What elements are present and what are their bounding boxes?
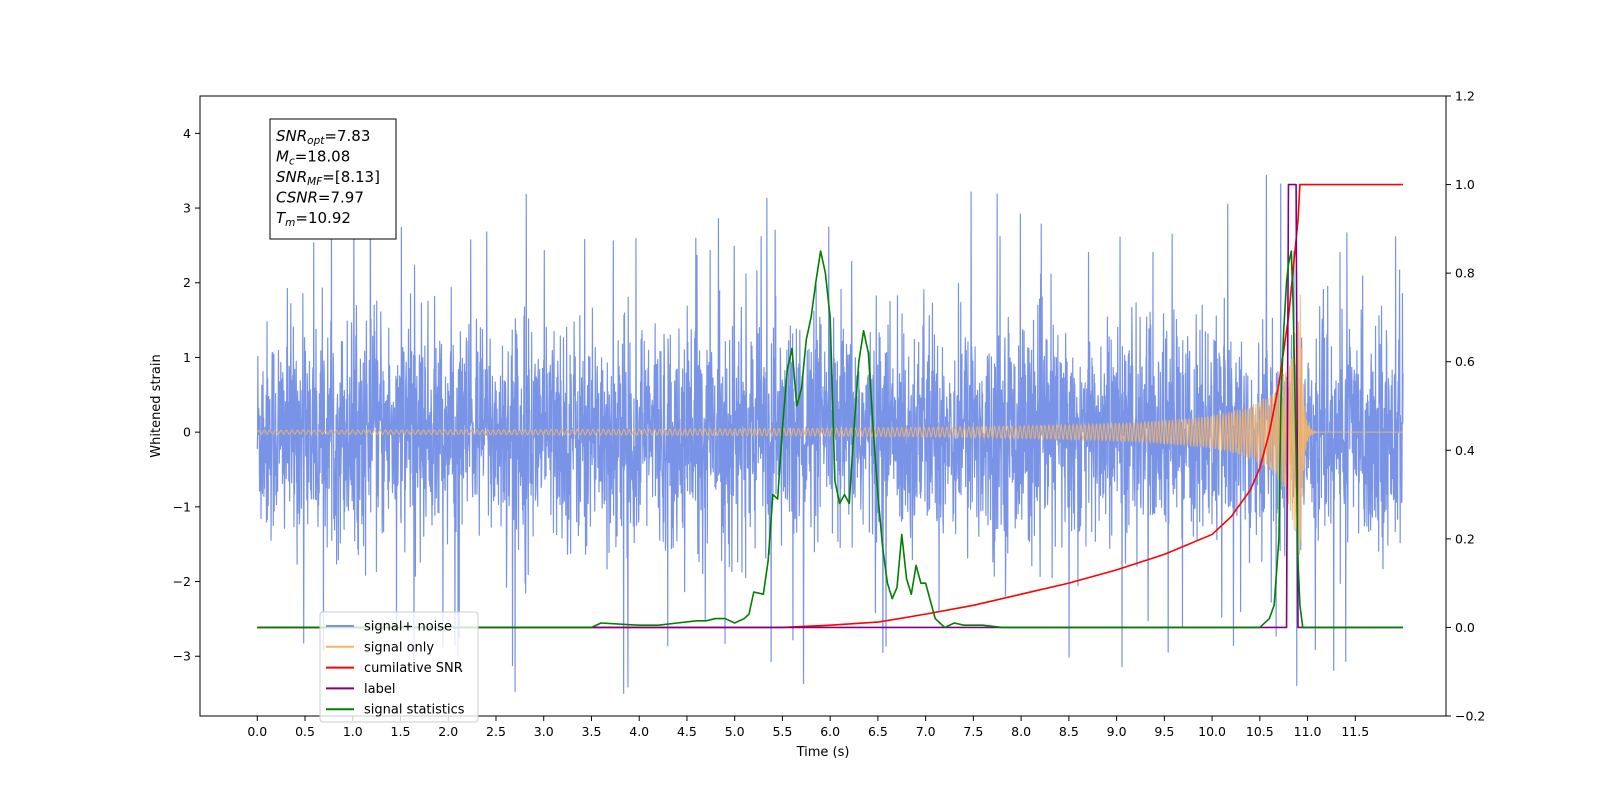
- legend-label: label: [364, 682, 395, 697]
- y-tick-label: 4: [183, 126, 191, 141]
- x-tick-label: 4.0: [629, 724, 649, 739]
- y2-tick-label: 0.0: [1455, 620, 1475, 635]
- legend: signal+ noise signal only cumilative SNR la…: [319, 611, 479, 723]
- y2-tick-label: −0.2: [1455, 709, 1485, 724]
- x-tick-label: 11.0: [1294, 724, 1322, 739]
- legend-label: signal+ noise: [364, 620, 452, 635]
- stats-line: Mc=18.08: [276, 148, 350, 168]
- y-tick-label: 0: [183, 425, 191, 440]
- y-tick-label: −3: [173, 649, 191, 664]
- x-tick-label: 4.5: [677, 724, 697, 739]
- y-tick-label: −2: [173, 574, 191, 589]
- x-tick-label: 6.5: [868, 724, 888, 739]
- x-axis-label: Time (s): [796, 745, 850, 760]
- legend-label: cumilative SNR: [364, 661, 463, 676]
- y2-tick-label: 0.2: [1455, 531, 1475, 546]
- legend-frame: [319, 611, 479, 723]
- stats-line: SNRMF=[8.13]: [276, 168, 380, 188]
- x-tick-label: 2.0: [438, 724, 458, 739]
- x-tick-label: 0.5: [295, 724, 315, 739]
- x-tick-label: 8.5: [1059, 724, 1079, 739]
- stats-line: SNRopt=7.83: [276, 127, 370, 147]
- y-tick-label: 1: [183, 350, 191, 365]
- x-tick-label: 8.0: [1011, 724, 1031, 739]
- x-tick-label: 1.5: [391, 724, 411, 739]
- x-tick-label: 9.5: [1154, 724, 1174, 739]
- x-tick-label: 3.0: [534, 724, 554, 739]
- y-tick-label: −1: [173, 499, 191, 514]
- series-line-signal-only: [256, 294, 1404, 559]
- x-tick-label: 7.0: [916, 724, 936, 739]
- x-tick-label: 10.0: [1198, 724, 1226, 739]
- series-line-cumilative-snr: [257, 183, 1404, 629]
- x-tick-label: 1.0: [343, 724, 363, 739]
- y-tick-label: 3: [183, 201, 191, 216]
- x-tick-label: 9.0: [1107, 724, 1127, 739]
- stats-box: SNRopt=7.83Mc=18.08SNRMF=[8.13]CSNR=7.97…: [269, 118, 397, 240]
- x-tick-label: 2.5: [486, 724, 506, 739]
- stats-box-frame: [269, 118, 397, 240]
- x-tick-label: 5.0: [725, 724, 745, 739]
- y2-tick-label: 1.0: [1455, 177, 1475, 192]
- x-tick-label: 10.5: [1246, 724, 1274, 739]
- series-line-signal-statistics: [257, 250, 1404, 629]
- x-tick-label: 6.0: [820, 724, 840, 739]
- stats-line: Tm=10.92: [276, 209, 351, 229]
- plot-frame: [199, 95, 1447, 717]
- stats-line: CSNR=7.97: [276, 189, 364, 207]
- x-tick-label: 3.5: [582, 724, 602, 739]
- x-tick-label: 11.5: [1341, 724, 1369, 739]
- x-tick-label: 0.0: [247, 724, 267, 739]
- y-tick-label: 2: [183, 275, 191, 290]
- x-tick-label: 7.5: [963, 724, 983, 739]
- y2-tick-label: 0.6: [1455, 354, 1475, 369]
- y2-tick-label: 0.8: [1455, 266, 1475, 281]
- x-tick-label: 5.5: [772, 724, 792, 739]
- y2-tick-label: 0.4: [1455, 443, 1475, 458]
- legend-label: signal statistics: [364, 703, 465, 718]
- y2-tick-label: 1.2: [1455, 89, 1475, 104]
- y-axis-label: Whitened strain: [149, 354, 164, 457]
- legend-label: signal only: [364, 640, 434, 655]
